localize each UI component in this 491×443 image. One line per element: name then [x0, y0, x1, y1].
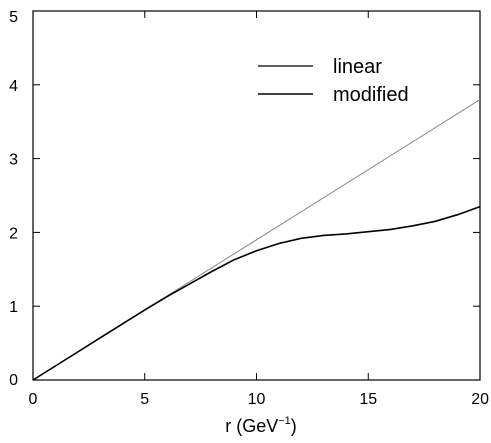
y-tick-label: 5 [9, 9, 18, 26]
y-tick-label: 0 [9, 372, 18, 389]
x-tick-label: 0 [29, 391, 38, 408]
x-tick-label: 20 [471, 391, 489, 408]
y-tick-label: 4 [9, 78, 18, 95]
x-tick-label: 10 [248, 391, 266, 408]
axis-tick-labels: 0 5 10 15 20 0 1 2 3 4 5 [9, 9, 489, 408]
x-tick-label: 15 [359, 391, 377, 408]
series-line-modified [32, 205, 481, 381]
y-tick-label: 2 [9, 225, 18, 242]
series-lines [32, 99, 481, 381]
x-axis-title: r (GeV−1) [225, 415, 297, 436]
y-tick-label: 3 [9, 152, 18, 169]
plot-frame [32, 10, 481, 381]
legend-label-linear: linear [333, 56, 382, 78]
y-tick-label: 1 [9, 299, 18, 316]
legend: linear modified [258, 56, 409, 106]
legend-label-modified: modified [333, 84, 409, 106]
axis-ticks [32, 10, 481, 381]
x-tick-label: 5 [140, 391, 149, 408]
